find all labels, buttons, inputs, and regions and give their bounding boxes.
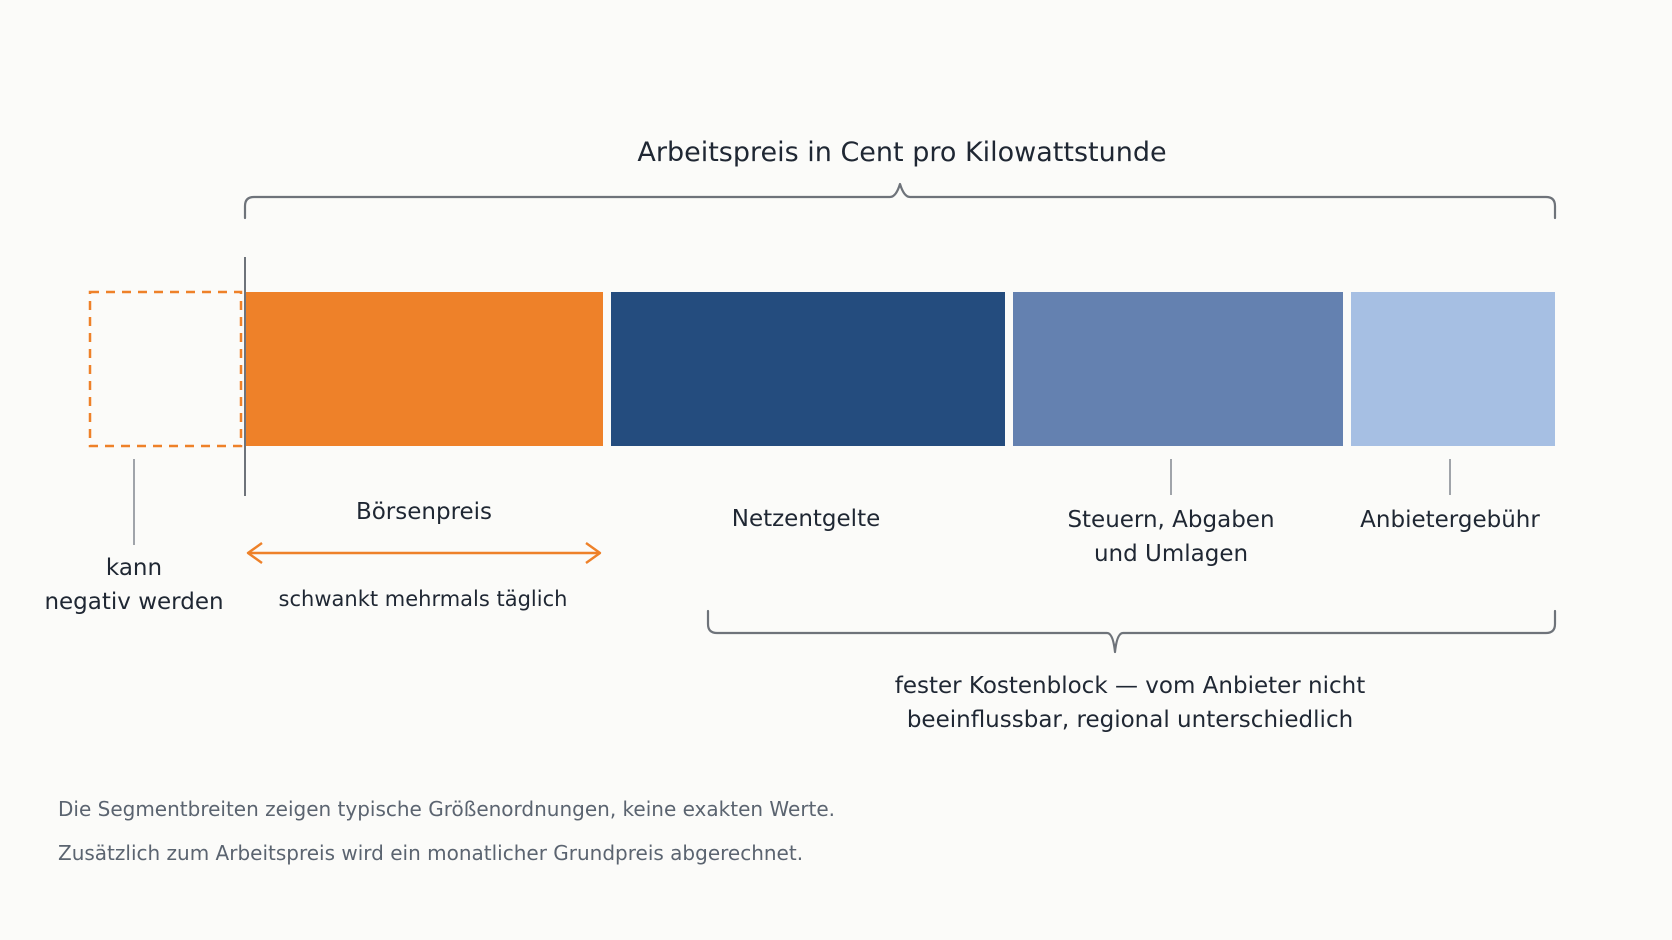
boersen-fluctuation-note: schwankt mehrmals täglich	[279, 587, 568, 611]
negative-label-line1: kann	[106, 555, 162, 581]
segment-steuern	[1013, 292, 1343, 446]
boersenpreis-label: Börsenpreis	[356, 499, 492, 525]
bottom-brace-label-line2: beeinflussbar, regional unterschiedlich	[907, 707, 1353, 733]
negative-range-box	[88, 290, 243, 448]
netzentgelte-label: Netzentgelte	[732, 506, 881, 532]
top-brace-label: Arbeitspreis in Cent pro Kilowattstunde	[637, 137, 1166, 168]
bottom-brace	[706, 609, 1557, 654]
anbietergebuehr-label: Anbietergebühr	[1360, 507, 1540, 533]
footnote-grundpreis: Zusätzlich zum Arbeitspreis wird ein mon…	[58, 841, 803, 865]
steuern-label-line2: und Umlagen	[1094, 541, 1248, 567]
segment-anbietergebuehr	[1351, 292, 1555, 446]
negative-label-line2: negativ werden	[44, 589, 223, 615]
segment-boersenpreis	[246, 292, 603, 446]
steuern-label-line1: Steuern, Abgaben	[1067, 507, 1274, 533]
footnote-segment-widths: Die Segmentbreiten zeigen typische Größe…	[58, 797, 835, 821]
top-brace	[243, 182, 1557, 220]
bottom-brace-label-line1: fester Kostenblock — vom Anbieter nicht	[895, 673, 1366, 699]
segment-netzentgelte	[611, 292, 1005, 446]
fluctuation-arrow	[246, 542, 602, 564]
